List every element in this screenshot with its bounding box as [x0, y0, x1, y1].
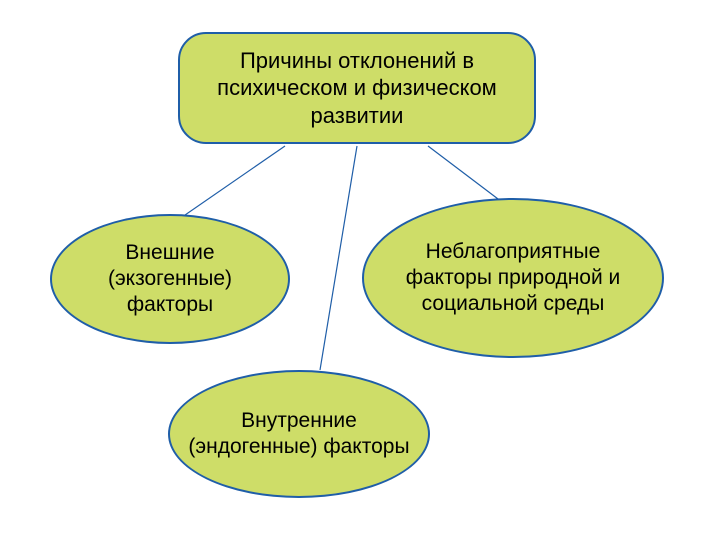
root-node: Причины отклонений в психическом и физич… [178, 32, 536, 144]
child-node-environment: Неблагоприятные факторы природной и соци… [362, 198, 664, 358]
child-node-internal: Внутренние (эндогенные) факторы [168, 370, 430, 498]
edge-line [172, 146, 285, 224]
child-label: Внешние (экзогенные) факторы [70, 240, 270, 319]
edge-line [320, 146, 357, 370]
child-node-external: Внешние (экзогенные) факторы [50, 214, 290, 344]
edge-line [428, 146, 502, 202]
child-label: Неблагоприятные факторы природной и соци… [382, 239, 644, 318]
child-label: Внутренние (эндогенные) факторы [188, 408, 410, 461]
root-label: Причины отклонений в психическом и физич… [180, 47, 534, 130]
